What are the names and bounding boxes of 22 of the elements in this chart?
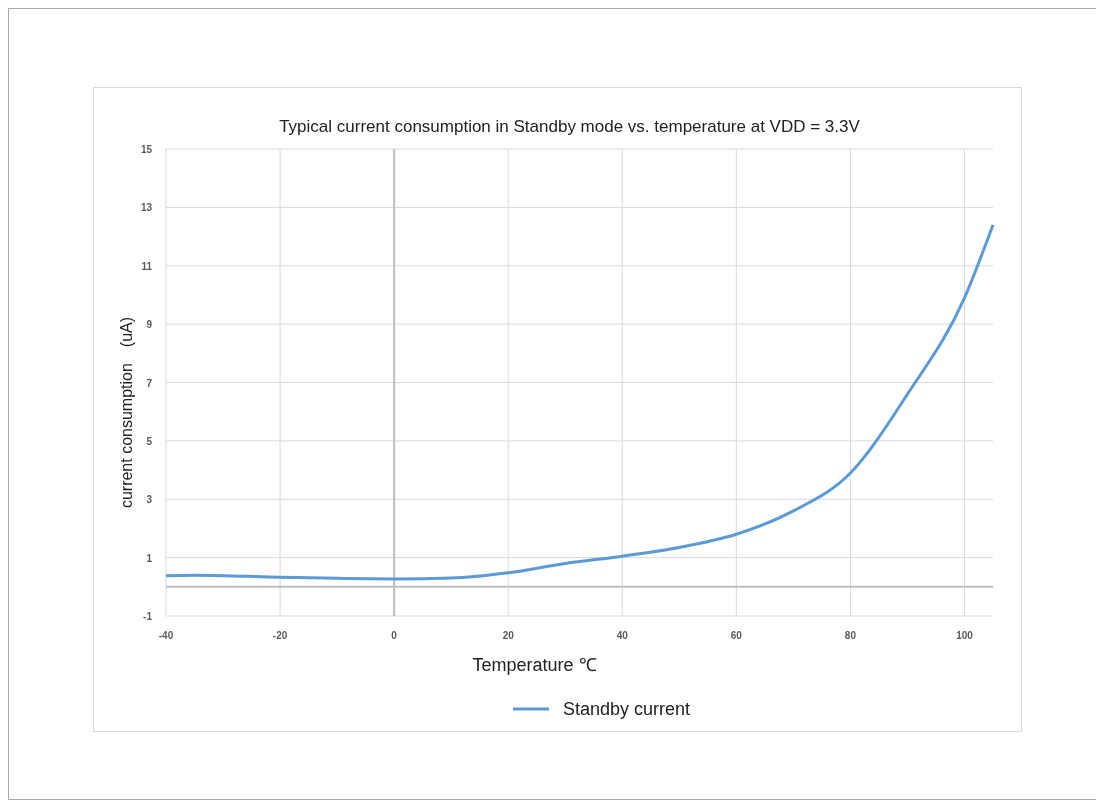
x-tick-label: 60 bbox=[730, 630, 743, 641]
x-tick-label: 80 bbox=[844, 630, 857, 641]
x-tick-label: -40 bbox=[158, 630, 174, 641]
line-series bbox=[164, 223, 995, 581]
y-tick-label: 9 bbox=[146, 319, 153, 331]
chart-title: Typical current consumption in Standby mode vs. temperature at VDD = 3.3V bbox=[279, 117, 861, 136]
x-tick-label: 0 bbox=[391, 630, 398, 641]
legend-label: Standby current bbox=[563, 699, 691, 719]
y-tick-label: 13 bbox=[140, 202, 153, 214]
y-tick-label: 11 bbox=[141, 260, 153, 272]
x-axis-title: Temperature ℃ bbox=[472, 655, 597, 675]
y-tick-label: 15 bbox=[140, 144, 153, 155]
y-tick-label: 5 bbox=[146, 435, 153, 447]
y-tick-label: 7 bbox=[146, 377, 153, 389]
y-axis-title: current consumption (uA) bbox=[118, 316, 135, 509]
y-tick-label: 1 bbox=[146, 552, 153, 564]
y-tick-label: -1 bbox=[143, 611, 153, 622]
x-tick-label: 40 bbox=[616, 630, 629, 641]
x-tick-label: 20 bbox=[502, 630, 515, 641]
y-tick-label: 3 bbox=[146, 494, 153, 506]
x-tick-label: 100 bbox=[956, 630, 974, 641]
x-tick-label: -20 bbox=[272, 630, 288, 641]
